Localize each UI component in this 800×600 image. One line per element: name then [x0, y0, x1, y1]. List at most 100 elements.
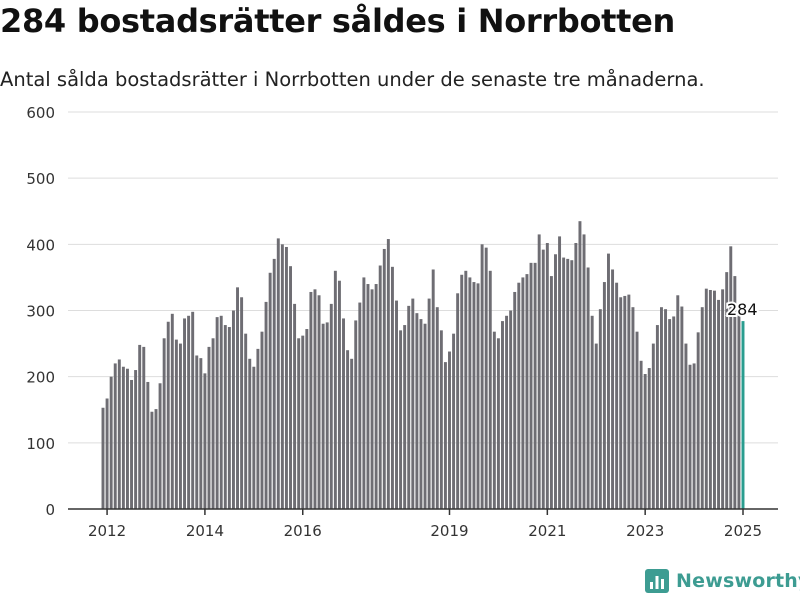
bar — [594, 343, 598, 509]
bar — [435, 307, 439, 509]
bar — [700, 307, 704, 509]
bar — [717, 299, 721, 509]
bar — [138, 344, 142, 509]
bar — [411, 298, 415, 509]
x-tick-label: 2014 — [186, 522, 224, 540]
bar — [468, 277, 472, 509]
bar — [737, 304, 741, 509]
bar — [692, 363, 696, 509]
bar — [280, 244, 284, 509]
bar — [708, 289, 712, 509]
bar — [105, 398, 109, 509]
bar — [631, 307, 635, 509]
bar — [346, 350, 350, 509]
bar — [570, 260, 574, 509]
bar — [533, 262, 537, 509]
bar — [191, 311, 195, 509]
y-tick-label: 0 — [45, 501, 55, 519]
highlight-data-label: 284 — [727, 300, 758, 319]
bar — [358, 302, 362, 509]
bar — [321, 323, 325, 509]
bar — [554, 254, 557, 509]
bar — [733, 276, 737, 509]
bar — [590, 315, 594, 509]
bar — [366, 284, 370, 509]
bar — [419, 319, 423, 509]
bar — [203, 373, 207, 509]
bar — [427, 298, 431, 509]
bar — [492, 331, 496, 509]
bar — [639, 360, 643, 509]
bar — [178, 343, 182, 509]
bar — [215, 317, 219, 509]
newsworthy-logo-icon — [645, 569, 669, 593]
bar — [329, 303, 333, 509]
bar — [333, 270, 337, 509]
bar — [390, 266, 394, 509]
y-tick-label: 400 — [26, 236, 55, 254]
bar — [289, 266, 292, 509]
highlighted-bar — [741, 321, 745, 509]
bar — [313, 289, 317, 509]
bar — [293, 303, 297, 509]
bar — [423, 323, 427, 509]
bar — [378, 265, 382, 509]
bar — [276, 238, 280, 509]
bar — [566, 258, 570, 509]
bar — [619, 297, 623, 509]
bar — [370, 289, 374, 509]
bar — [525, 274, 529, 509]
bar — [121, 366, 125, 509]
y-tick-label: 600 — [26, 104, 55, 122]
bar — [635, 331, 639, 509]
bar — [130, 379, 134, 509]
bar — [252, 366, 256, 509]
y-tick-label: 300 — [26, 303, 55, 321]
bar — [611, 269, 615, 509]
bar — [672, 316, 676, 509]
bar — [403, 325, 407, 509]
bar — [704, 288, 708, 509]
x-tick-label: 2021 — [528, 522, 566, 540]
bar — [443, 362, 447, 509]
bar — [337, 280, 341, 509]
bar — [223, 325, 227, 509]
bar — [240, 297, 244, 509]
x-tick-label: 2025 — [724, 522, 762, 540]
bar — [586, 267, 590, 509]
bar — [578, 221, 582, 509]
bar — [374, 284, 378, 509]
newsworthy-brand: Newsworthy — [645, 569, 800, 593]
bar — [529, 262, 533, 509]
bar — [680, 306, 684, 509]
bar — [574, 243, 578, 509]
bar — [395, 300, 398, 509]
bar — [146, 381, 150, 509]
bar — [558, 236, 562, 509]
bar — [598, 309, 602, 509]
bar — [195, 355, 199, 509]
bar — [627, 294, 631, 509]
bar — [615, 282, 619, 509]
bar — [187, 315, 191, 509]
bar — [505, 315, 509, 509]
bar — [643, 374, 647, 509]
bar — [439, 330, 443, 509]
bar — [582, 234, 586, 509]
bar — [664, 309, 668, 509]
bar — [354, 320, 358, 509]
bar — [166, 321, 170, 509]
bar — [651, 343, 655, 509]
y-tick-label: 200 — [26, 369, 55, 387]
bar — [456, 293, 460, 509]
bar — [668, 319, 672, 509]
bar — [562, 257, 566, 509]
bar — [521, 277, 525, 509]
x-tick-label: 2023 — [626, 522, 664, 540]
bar — [460, 274, 464, 509]
bar — [513, 291, 517, 509]
bar — [272, 258, 276, 509]
bar — [170, 313, 174, 509]
page-title: 284 bostadsrätter såldes i Norrbotten — [0, 2, 676, 40]
